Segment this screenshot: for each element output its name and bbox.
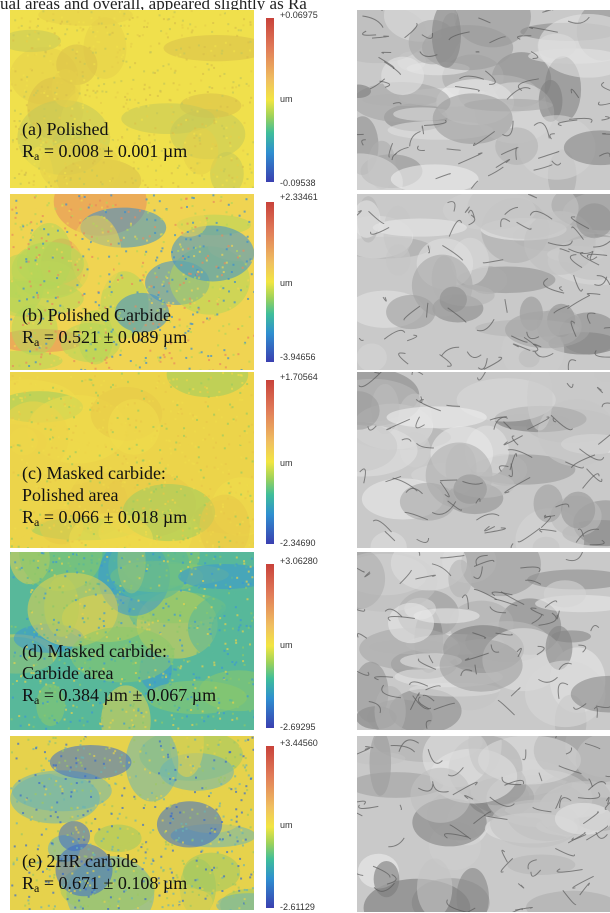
scale-max-d: +3.06280 [280, 556, 318, 566]
caption-c-ra-value: = 0.066 ± 0.018 µm [39, 507, 188, 527]
caption-a: (a) Polished Ra = 0.008 ± 0.001 µm [22, 118, 187, 167]
color-scale-e: +3.44560 um -2.61129 [266, 738, 346, 913]
caption-c-roughness: Ra = 0.066 ± 0.018 µm [22, 507, 188, 529]
scale-unit-c: um [280, 458, 293, 468]
caption-e-roughness: Ra = 0.671 ± 0.108 µm [22, 873, 188, 895]
sem-image-d [357, 552, 610, 730]
caption-c: (c) Masked carbide: Polished area Ra = 0… [22, 462, 187, 533]
header-fragment: ual areas and overall, appeared slightly… [0, 0, 307, 10]
scale-max-a: +0.06975 [280, 10, 318, 20]
sem-image-c [357, 372, 610, 548]
scale-min-e: -2.61129 [280, 902, 315, 912]
caption-b-line1: (b) Polished Carbide [22, 305, 171, 325]
caption-b-ra-value: = 0.521 ± 0.089 µm [39, 327, 188, 347]
scale-unit-d: um [280, 640, 293, 650]
scale-max-c: +1.70564 [280, 372, 318, 382]
caption-d-line1: (d) Masked carbide: [22, 641, 167, 661]
color-scale-c: +1.70564 um -2.34690 [266, 372, 346, 552]
profilometry-map-b [10, 194, 254, 370]
color-scale-bar-b [266, 202, 274, 362]
caption-b-roughness: Ra = 0.521 ± 0.089 µm [22, 327, 188, 349]
profilometry-map-e [10, 736, 254, 910]
sem-image-e [357, 736, 610, 912]
caption-d-roughness: Ra = 0.384 µm ± 0.067 µm [22, 685, 217, 707]
caption-c-line2: Polished area [22, 485, 119, 505]
profilometry-map-c [10, 372, 254, 548]
caption-e-ra-value: = 0.671 ± 0.108 µm [39, 873, 188, 893]
caption-c-line1: (c) Masked carbide: [22, 463, 166, 483]
profilometry-map-a [10, 10, 254, 188]
color-scale-bar-d [266, 564, 274, 728]
color-scale-a: +0.06975 um -0.09538 [266, 10, 346, 188]
caption-b: (b) Polished Carbide Ra = 0.521 ± 0.089 … [22, 304, 187, 353]
caption-d-ra-value: = 0.384 µm ± 0.067 µm [39, 685, 217, 705]
caption-a-line1: (a) Polished [22, 119, 109, 139]
caption-e-line1: (e) 2HR carbide [22, 851, 138, 871]
caption-d: (d) Masked carbide: Carbide area Ra = 0.… [22, 640, 216, 711]
color-scale-bar-a [266, 18, 274, 182]
scale-min-a: -0.09538 [280, 178, 316, 188]
color-scale-d: +3.06280 um -2.69295 [266, 556, 346, 736]
scale-unit-e: um [280, 820, 293, 830]
scale-min-b: -3.94656 [280, 352, 316, 362]
scale-min-d: -2.69295 [280, 722, 316, 732]
sem-image-a [357, 10, 610, 190]
color-scale-bar-e [266, 746, 274, 908]
color-scale-bar-c [266, 380, 274, 544]
scale-unit-b: um [280, 278, 293, 288]
profilometry-map-d [10, 552, 254, 730]
scale-max-e: +3.44560 [280, 738, 318, 748]
scale-max-b: +2.33461 [280, 192, 318, 202]
scale-unit-a: um [280, 94, 293, 104]
caption-a-ra-value: = 0.008 ± 0.001 µm [39, 141, 188, 161]
caption-d-line2: Carbide area [22, 663, 114, 683]
sem-image-b [357, 194, 610, 370]
color-scale-b: +2.33461 um -3.94656 [266, 192, 346, 370]
caption-a-roughness: Ra = 0.008 ± 0.001 µm [22, 141, 188, 163]
caption-e: (e) 2HR carbide Ra = 0.671 ± 0.108 µm [22, 850, 187, 899]
scale-min-c: -2.34690 [280, 538, 316, 548]
